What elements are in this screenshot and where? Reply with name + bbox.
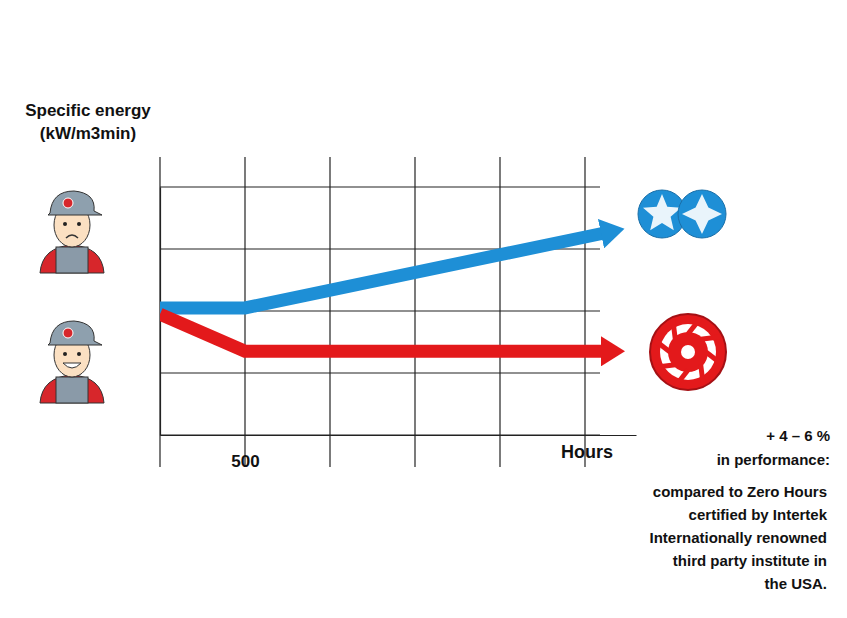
y-axis-title-line: Specific energy [25,101,151,120]
x-axis: 500 [161,435,637,471]
annotation-note: Internationally renowned [649,529,827,546]
annotation-heading: in performance: [717,451,830,468]
series-line [160,314,602,351]
annotation-note: certified by Intertek [689,506,828,523]
x-axis-title: Hours [561,442,613,462]
grid-line-y [160,372,600,373]
annotation-note: compared to Zero Hours [653,483,827,500]
x-tick-label: 500 [231,452,259,471]
chart: 500 Specific energy (kW/m3min) Hours + 4 – 6… [0,0,847,618]
annotation-note: third party institute in [673,552,827,569]
y-axis-title-line: (kW/m3min) [40,124,136,143]
grid-line-x [414,157,415,467]
happy-worker [40,321,104,403]
x-axis-line [161,435,637,436]
annotation-heading: + 4 – 6 % [766,427,830,444]
grid-line-x [329,157,330,467]
grid-line-y [160,186,600,187]
y-axis-title: Specific energy (kW/m3min) [25,101,151,143]
series-line [160,234,602,308]
sad-worker [40,191,104,273]
screw-rotors [638,190,726,238]
grid-line-x [499,157,500,467]
vane-rotor [650,314,726,390]
grid-line-x [584,157,585,467]
x-tick: 500 [231,435,259,471]
annotation: + 4 – 6 % in performance: compared to Zero… [649,427,830,592]
plot-area [160,234,602,352]
annotation-note: the USA. [764,575,827,592]
